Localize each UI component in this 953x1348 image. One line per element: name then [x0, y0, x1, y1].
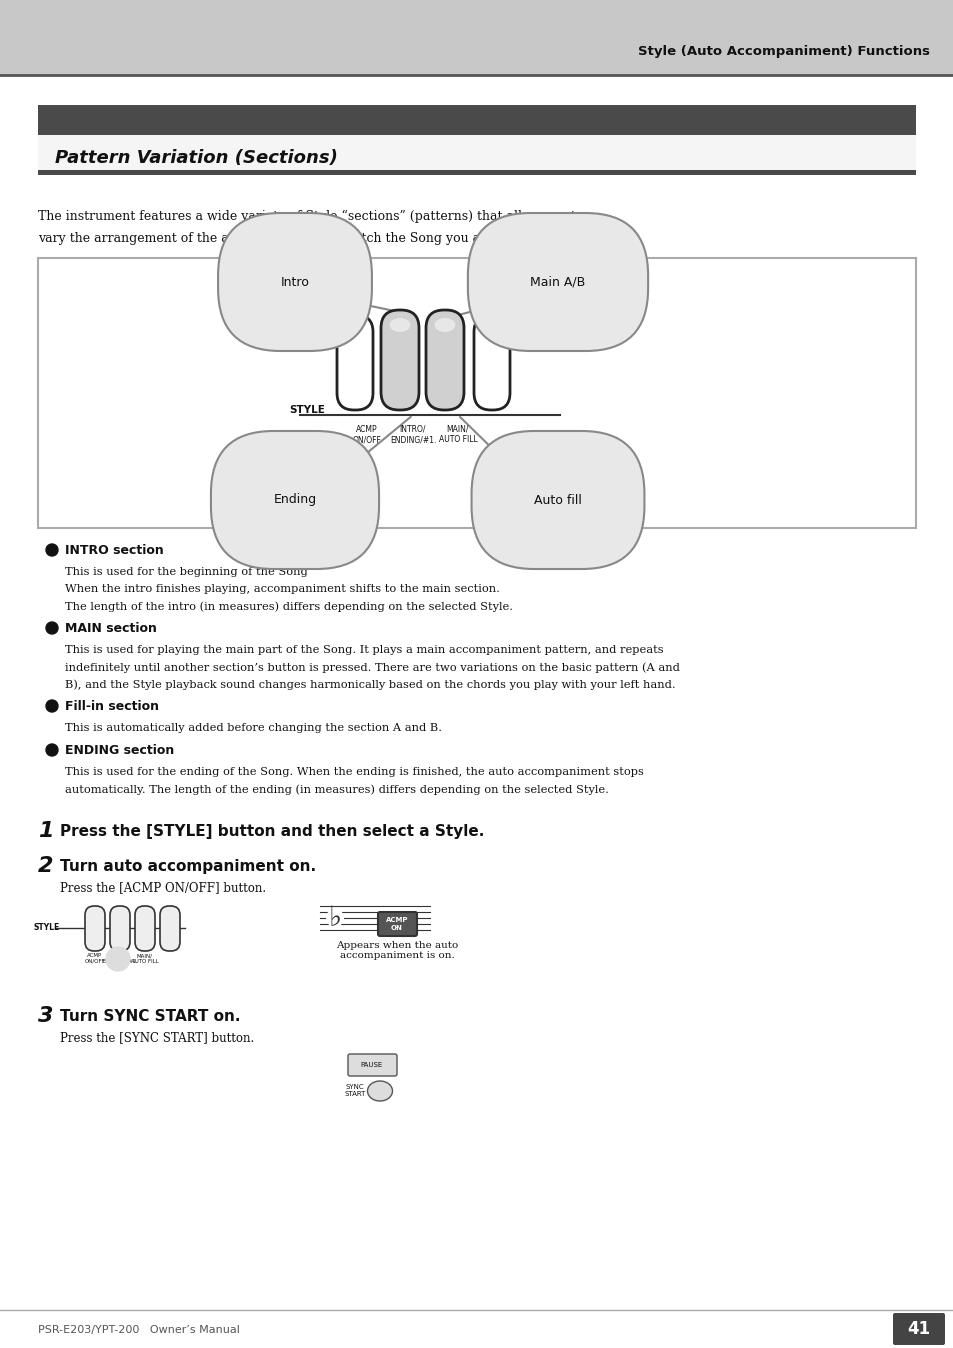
FancyBboxPatch shape	[38, 257, 915, 528]
Text: Pattern Variation (Sections): Pattern Variation (Sections)	[55, 150, 337, 167]
Text: MAIN/
AUTO FILL: MAIN/ AUTO FILL	[131, 953, 159, 964]
FancyBboxPatch shape	[426, 310, 463, 410]
Text: When the intro finishes playing, accompaniment shifts to the main section.: When the intro finishes playing, accompa…	[65, 584, 499, 594]
Text: vary the arrangement of the accompaniment to match the Song you are playing.: vary the arrangement of the accompanimen…	[38, 232, 548, 245]
FancyBboxPatch shape	[0, 0, 953, 75]
Text: Press the [SYNC START] button.: Press the [SYNC START] button.	[60, 1031, 254, 1043]
Text: ♭: ♭	[328, 905, 341, 931]
Text: This is used for the ending of the Song. When the ending is finished, the auto a: This is used for the ending of the Song.…	[65, 767, 643, 776]
Text: Intro: Intro	[280, 275, 309, 288]
FancyBboxPatch shape	[135, 906, 154, 950]
Text: 3: 3	[38, 1006, 53, 1026]
FancyBboxPatch shape	[892, 1313, 944, 1345]
Text: Turn SYNC START on.: Turn SYNC START on.	[60, 1010, 240, 1024]
FancyBboxPatch shape	[38, 170, 915, 175]
FancyBboxPatch shape	[38, 135, 915, 170]
Text: This is used for playing the main part of the Song. It plays a main accompanimen: This is used for playing the main part o…	[65, 644, 663, 655]
Text: Main A/B: Main A/B	[530, 275, 585, 288]
Text: This is automatically added before changing the section A and B.: This is automatically added before chang…	[65, 723, 441, 733]
Text: INTRO/
ENDING/f#1.: INTRO/ ENDING/f#1.	[102, 953, 137, 964]
Ellipse shape	[389, 318, 410, 332]
Text: Fill-in section: Fill-in section	[65, 700, 159, 713]
Text: Auto fill: Auto fill	[534, 493, 581, 507]
FancyBboxPatch shape	[377, 913, 416, 936]
Circle shape	[106, 948, 130, 971]
Text: The instrument features a wide variety of Style “sections” (patterns) that allow: The instrument features a wide variety o…	[38, 210, 583, 224]
Text: Press the [STYLE] button and then select a Style.: Press the [STYLE] button and then select…	[60, 824, 484, 838]
Text: INTRO/
ENDING/#1.: INTRO/ ENDING/#1.	[390, 425, 436, 445]
FancyBboxPatch shape	[110, 906, 130, 950]
Circle shape	[327, 910, 343, 926]
Text: INTRO section: INTRO section	[65, 543, 164, 557]
FancyBboxPatch shape	[474, 315, 510, 410]
Text: Ending: Ending	[274, 493, 316, 507]
Text: 1: 1	[38, 821, 53, 841]
Circle shape	[46, 744, 58, 756]
FancyBboxPatch shape	[38, 105, 915, 135]
Text: 41: 41	[906, 1320, 929, 1339]
Text: ACMP
ON/OFF: ACMP ON/OFF	[353, 425, 381, 445]
Text: Press the [ACMP ON/OFF] button.: Press the [ACMP ON/OFF] button.	[60, 882, 266, 894]
Text: ENDING section: ENDING section	[65, 744, 174, 756]
Ellipse shape	[435, 318, 455, 332]
FancyBboxPatch shape	[348, 1054, 396, 1076]
Text: ACMP
ON: ACMP ON	[385, 918, 408, 930]
FancyBboxPatch shape	[160, 906, 180, 950]
Text: automatically. The length of the ending (in measures) differs depending on the s: automatically. The length of the ending …	[65, 785, 608, 794]
Circle shape	[46, 545, 58, 555]
Text: Turn auto accompaniment on.: Turn auto accompaniment on.	[60, 859, 315, 874]
Text: PAUSE: PAUSE	[360, 1062, 383, 1068]
Text: indefinitely until another section’s button is pressed. There are two variations: indefinitely until another section’s but…	[65, 662, 679, 673]
Text: 2: 2	[38, 856, 53, 876]
Ellipse shape	[367, 1081, 392, 1101]
FancyBboxPatch shape	[85, 906, 105, 950]
Text: MAIN/
AUTO FILL: MAIN/ AUTO FILL	[438, 425, 476, 445]
Text: Style (Auto Accompaniment) Functions: Style (Auto Accompaniment) Functions	[638, 44, 929, 58]
Text: Appears when the auto
accompaniment is on.: Appears when the auto accompaniment is o…	[335, 941, 457, 960]
Text: The length of the intro (in measures) differs depending on the selected Style.: The length of the intro (in measures) di…	[65, 601, 513, 612]
Text: B), and the Style playback sound changes harmonically based on the chords you pl: B), and the Style playback sound changes…	[65, 679, 675, 690]
Text: MAIN section: MAIN section	[65, 621, 156, 635]
Text: SYNC
START: SYNC START	[344, 1084, 365, 1097]
Text: STYLE: STYLE	[33, 923, 60, 933]
Circle shape	[46, 700, 58, 712]
Text: This is used for the beginning of the Song: This is used for the beginning of the So…	[65, 568, 308, 577]
Text: ACMP
ON/OFF: ACMP ON/OFF	[85, 953, 105, 964]
FancyBboxPatch shape	[336, 315, 373, 410]
FancyBboxPatch shape	[380, 310, 418, 410]
Text: PSR-E203/YPT-200   Owner’s Manual: PSR-E203/YPT-200 Owner’s Manual	[38, 1325, 239, 1335]
Circle shape	[46, 621, 58, 634]
Text: STYLE: STYLE	[289, 404, 325, 415]
